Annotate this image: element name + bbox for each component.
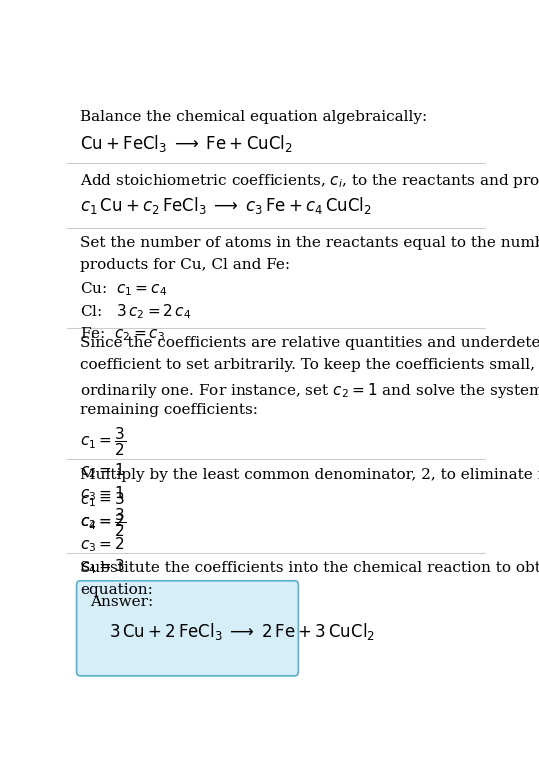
Text: coefficient to set arbitrarily. To keep the coefficients small, the arbitrary va: coefficient to set arbitrarily. To keep … bbox=[80, 358, 539, 373]
Text: $\mathrm{Cu} + \mathrm{FeCl_3} \;\longrightarrow\; \mathrm{Fe} + \mathrm{CuCl_2}: $\mathrm{Cu} + \mathrm{FeCl_3} \;\longri… bbox=[80, 133, 293, 153]
Text: products for Cu, Cl and Fe:: products for Cu, Cl and Fe: bbox=[80, 258, 290, 272]
Text: Balance the chemical equation algebraically:: Balance the chemical equation algebraica… bbox=[80, 110, 427, 124]
Text: Multiply by the least common denominator, 2, to eliminate fractional coefficient: Multiply by the least common denominator… bbox=[80, 468, 539, 482]
Text: remaining coefficients:: remaining coefficients: bbox=[80, 403, 258, 417]
Text: $c_1 = 3$: $c_1 = 3$ bbox=[80, 491, 125, 509]
Text: $c_2 = 2$: $c_2 = 2$ bbox=[80, 513, 125, 531]
Text: Answer:: Answer: bbox=[91, 595, 154, 609]
Text: ordinarily one. For instance, set $c_2 = 1$ and solve the system of equations fo: ordinarily one. For instance, set $c_2 =… bbox=[80, 381, 539, 400]
Text: Cl:   $3\,c_2 = 2\,c_4$: Cl: $3\,c_2 = 2\,c_4$ bbox=[80, 303, 191, 322]
Text: Fe:  $c_2 = c_3$: Fe: $c_2 = c_3$ bbox=[80, 325, 165, 343]
Text: $c_3 = 1$: $c_3 = 1$ bbox=[80, 484, 125, 503]
Text: Add stoichiometric coefficients, $c_i$, to the reactants and products:: Add stoichiometric coefficients, $c_i$, … bbox=[80, 172, 539, 190]
FancyBboxPatch shape bbox=[77, 581, 299, 676]
Text: equation:: equation: bbox=[80, 583, 153, 597]
Text: $c_4 = 3$: $c_4 = 3$ bbox=[80, 557, 125, 576]
Text: Since the coefficients are relative quantities and underdetermined, choose a: Since the coefficients are relative quan… bbox=[80, 336, 539, 350]
Text: $c_2 = 1$: $c_2 = 1$ bbox=[80, 462, 125, 480]
Text: $c_1\, \mathrm{Cu} + c_2\, \mathrm{FeCl_3} \;\longrightarrow\; c_3\, \mathrm{Fe}: $c_1\, \mathrm{Cu} + c_2\, \mathrm{FeCl_… bbox=[80, 195, 372, 216]
Text: $c_4 = \dfrac{3}{2}$: $c_4 = \dfrac{3}{2}$ bbox=[80, 506, 126, 539]
Text: $c_3 = 2$: $c_3 = 2$ bbox=[80, 535, 125, 554]
Text: $c_1 = \dfrac{3}{2}$: $c_1 = \dfrac{3}{2}$ bbox=[80, 425, 126, 458]
Text: Substitute the coefficients into the chemical reaction to obtain the balanced: Substitute the coefficients into the che… bbox=[80, 561, 539, 575]
Text: Set the number of atoms in the reactants equal to the number of atoms in the: Set the number of atoms in the reactants… bbox=[80, 235, 539, 250]
Text: $3\, \mathrm{Cu} + 2\, \mathrm{FeCl_3} \;\longrightarrow\; 2\, \mathrm{Fe} + 3\,: $3\, \mathrm{Cu} + 2\, \mathrm{FeCl_3} \… bbox=[109, 621, 375, 642]
Text: Cu:  $c_1 = c_4$: Cu: $c_1 = c_4$ bbox=[80, 280, 167, 298]
